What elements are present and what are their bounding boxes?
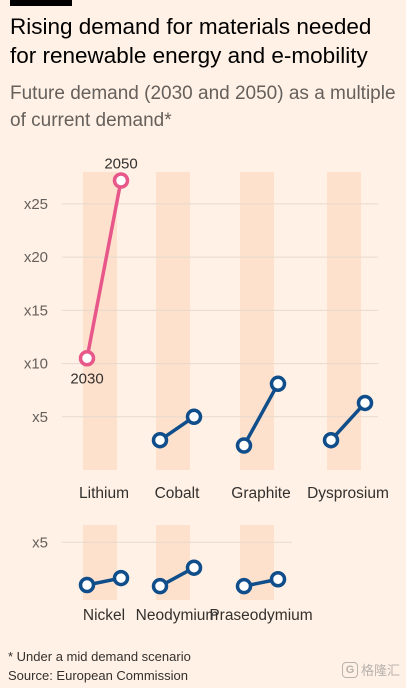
chart-subtitle: Future demand (2030 and 2050) as a multi… xyxy=(10,83,396,131)
category-label-graphite: Graphite xyxy=(231,485,290,502)
category-label-cobalt: Cobalt xyxy=(155,485,200,502)
point-graphite-2050 xyxy=(269,375,287,393)
point-cobalt-2050 xyxy=(185,408,203,426)
category-label-praseodymium: Praseodymium xyxy=(209,607,312,624)
annotation-lithium-2030: 2030 xyxy=(70,370,103,387)
band-dysprosium xyxy=(327,172,361,470)
watermark: G 格隆汇 xyxy=(341,660,400,679)
category-label-lithium: Lithium xyxy=(79,485,129,502)
point-nickel-2050 xyxy=(112,569,130,587)
source-note: Source: European Commission xyxy=(8,668,188,683)
tick-label-x10: x10 xyxy=(24,356,48,373)
point-lithium-2050 xyxy=(112,172,130,189)
annotation-lithium-2050: 2050 xyxy=(104,156,137,173)
band-cobalt xyxy=(156,172,190,470)
point-dysprosium-2050 xyxy=(356,394,374,412)
brand-bar xyxy=(10,0,72,6)
point-neodymium-2030 xyxy=(151,577,169,595)
point-lithium-2030 xyxy=(78,350,96,367)
connector-lithium xyxy=(85,178,123,360)
watermark-text: 格隆汇 xyxy=(360,663,400,678)
tick-label-x5: x5 xyxy=(32,534,48,551)
category-label-nickel: Nickel xyxy=(83,607,125,624)
point-neodymium-2050 xyxy=(185,559,203,576)
band-lithium xyxy=(83,172,117,470)
category-label-neodymium: Neodymium xyxy=(136,607,219,624)
tick-label-x15: x15 xyxy=(24,302,48,319)
point-praseodymium-2050 xyxy=(269,570,287,588)
chart-title: Rising demand for materials needed for r… xyxy=(10,14,372,68)
point-nickel-2030 xyxy=(78,576,96,594)
point-graphite-2030 xyxy=(235,437,253,454)
point-praseodymium-2030 xyxy=(235,577,253,595)
footnote: * Under a mid demand scenario xyxy=(8,649,191,664)
connector-graphite xyxy=(242,382,280,448)
watermark-logo-icon: G xyxy=(341,661,358,678)
point-cobalt-2030 xyxy=(151,431,169,449)
tick-label-x20: x20 xyxy=(24,249,48,266)
point-dysprosium-2030 xyxy=(322,431,340,449)
connector-dysprosium xyxy=(329,401,367,442)
tick-label-x5: x5 xyxy=(32,409,48,426)
category-label-dysprosium: Dysprosium xyxy=(307,485,389,502)
tick-label-x25: x25 xyxy=(24,196,48,213)
